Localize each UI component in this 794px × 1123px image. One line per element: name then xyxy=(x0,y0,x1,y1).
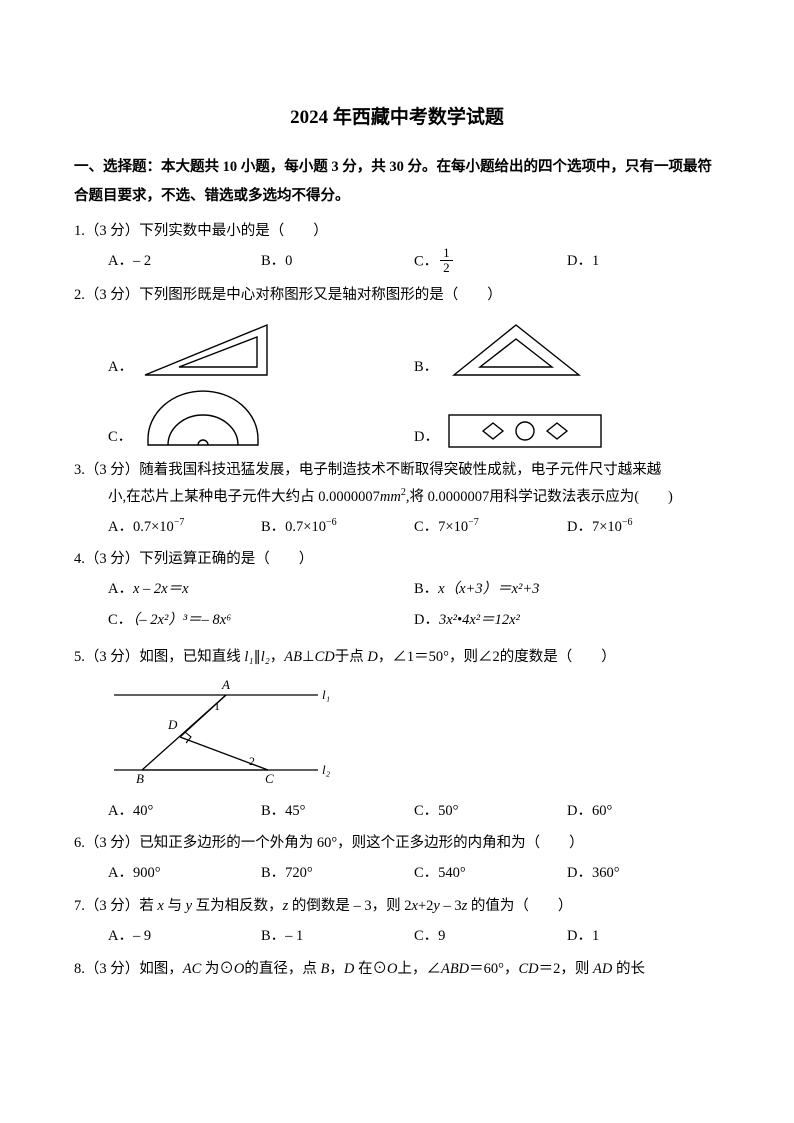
q5-option-b: B．45° xyxy=(261,798,414,825)
question-7: 7.（3 分）若 x 与 y 互为相反数，z 的倒数是 – 3，则 2x+2y … xyxy=(74,893,720,950)
q7-option-a: A．– 9 xyxy=(108,923,261,950)
q5-option-c: C．50° xyxy=(414,798,567,825)
q4-option-a: A．x – 2x＝x xyxy=(108,576,414,603)
q5-diagram: A 1 D B C 2 l₁ l₂ xyxy=(108,675,720,795)
q2-option-b: B． xyxy=(414,319,720,381)
q6-options: A．900° B．720° C．540° D．360° xyxy=(74,860,720,887)
svg-text:2: 2 xyxy=(249,754,255,768)
q1-option-a: A．– 2 xyxy=(108,248,261,276)
q7-text: 7.（3 分）若 x 与 y 互为相反数，z 的倒数是 – 3，则 2x+2y … xyxy=(74,893,720,920)
q6-option-c: C．540° xyxy=(414,860,567,887)
q7-option-d: D．1 xyxy=(567,923,720,950)
fraction-half: 12 xyxy=(440,246,453,274)
q1-option-c: C．12 xyxy=(414,248,567,276)
right-triangle-nested-icon xyxy=(139,319,274,381)
question-2: 2.（3 分）下列图形既是中心对称图形又是轴对称图形的是（ ） A． B． C． xyxy=(74,282,720,451)
q4-option-d: D．3x²•4x²＝12x² xyxy=(414,607,720,634)
q3-option-b: B．0.7×10−6 xyxy=(261,514,414,541)
q3-option-a: A．0.7×10−7 xyxy=(108,514,261,541)
q5-option-d: D．60° xyxy=(567,798,720,825)
q2-options-row1: A． B． xyxy=(74,319,720,381)
svg-text:A: A xyxy=(221,677,230,692)
q6-option-a: A．900° xyxy=(108,860,261,887)
q2-option-a: A． xyxy=(108,319,414,381)
page-title: 2024 年西藏中考数学试题 xyxy=(74,100,720,135)
q4-option-c: C．（– 2x²）³＝– 8x⁶ xyxy=(108,607,414,634)
q4-option-b: B．x（x+3）＝x²+3 xyxy=(414,576,720,603)
rect-shapes-icon xyxy=(445,411,605,451)
q7-option-c: C．9 xyxy=(414,923,567,950)
section-header: 一、选择题：本大题共 10 小题，每小题 3 分，共 30 分。在每小题给出的四… xyxy=(74,153,720,211)
question-4: 4.（3 分）下列运算正确的是（ ） A．x – 2x＝x B．x（x+3）＝x… xyxy=(74,546,720,637)
q5-options: A．40° B．45° C．50° D．60° xyxy=(74,798,720,825)
q2-option-d: D． xyxy=(414,389,720,451)
q6-option-b: B．720° xyxy=(261,860,414,887)
question-1: 1.（3 分）下列实数中最小的是（ ） A．– 2 B．0 C．12 D．1 xyxy=(74,218,720,276)
question-8: 8.（3 分）如图，AC 为⊙O的直径，点 B，D 在⊙O上，∠ABD＝60°，… xyxy=(74,956,720,983)
question-5: 5.（3 分）如图，已知直线 l₁∥l₂，AB⊥CD于点 D，∠1＝50°，则∠… xyxy=(74,644,720,824)
q1-option-d: D．1 xyxy=(567,248,720,276)
svg-text:1: 1 xyxy=(214,699,220,713)
q3-option-c: C．7×10−7 xyxy=(414,514,567,541)
q3-option-d: D．7×10−6 xyxy=(567,514,720,541)
q2-text: 2.（3 分）下列图形既是中心对称图形又是轴对称图形的是（ ） xyxy=(74,282,720,309)
svg-text:l₂: l₂ xyxy=(322,762,331,777)
svg-text:l₁: l₁ xyxy=(322,687,330,702)
q1-text: 1.（3 分）下列实数中最小的是（ ） xyxy=(74,218,720,245)
svg-text:D: D xyxy=(167,717,178,732)
q2-option-c: C． xyxy=(108,389,414,451)
q4-options: A．x – 2x＝x B．x（x+3）＝x²+3 C．（– 2x²）³＝– 8x… xyxy=(74,576,720,638)
q8-text: 8.（3 分）如图，AC 为⊙O的直径，点 B，D 在⊙O上，∠ABD＝60°，… xyxy=(74,956,720,983)
q6-option-d: D．360° xyxy=(567,860,720,887)
question-3: 3.（3 分）随着我国科技迅猛发展，电子制造技术不断取得突破性成就，电子元件尺寸… xyxy=(74,457,720,540)
iso-triangle-nested-icon xyxy=(444,319,589,381)
q5-text: 5.（3 分）如图，已知直线 l₁∥l₂，AB⊥CD于点 D，∠1＝50°，则∠… xyxy=(74,644,720,671)
q6-text: 6.（3 分）已知正多边形的一个外角为 60°，则这个正多边形的内角和为（ ） xyxy=(74,830,720,857)
q4-text: 4.（3 分）下列运算正确的是（ ） xyxy=(74,546,720,573)
q2-options-row2: C． D． xyxy=(74,389,720,451)
q7-option-b: B．– 1 xyxy=(261,923,414,950)
q1-options: A．– 2 B．0 C．12 D．1 xyxy=(74,248,720,276)
q3-line2: 小,在芯片上某种电子元件大约占 0.0000007mm2,将 0.0000007… xyxy=(74,484,720,511)
q7-options: A．– 9 B．– 1 C．9 D．1 xyxy=(74,923,720,950)
svg-text:B: B xyxy=(136,771,144,785)
question-6: 6.（3 分）已知正多边形的一个外角为 60°，则这个正多边形的内角和为（ ） … xyxy=(74,830,720,887)
q3-options: A．0.7×10−7 B．0.7×10−6 C．7×10−7 D．7×10−6 xyxy=(74,514,720,541)
svg-text:C: C xyxy=(265,771,274,785)
q3-line1: 3.（3 分）随着我国科技迅猛发展，电子制造技术不断取得突破性成就，电子元件尺寸… xyxy=(74,457,720,484)
q1-option-b: B．0 xyxy=(261,248,414,276)
protractor-icon xyxy=(138,389,268,451)
q5-option-a: A．40° xyxy=(108,798,261,825)
